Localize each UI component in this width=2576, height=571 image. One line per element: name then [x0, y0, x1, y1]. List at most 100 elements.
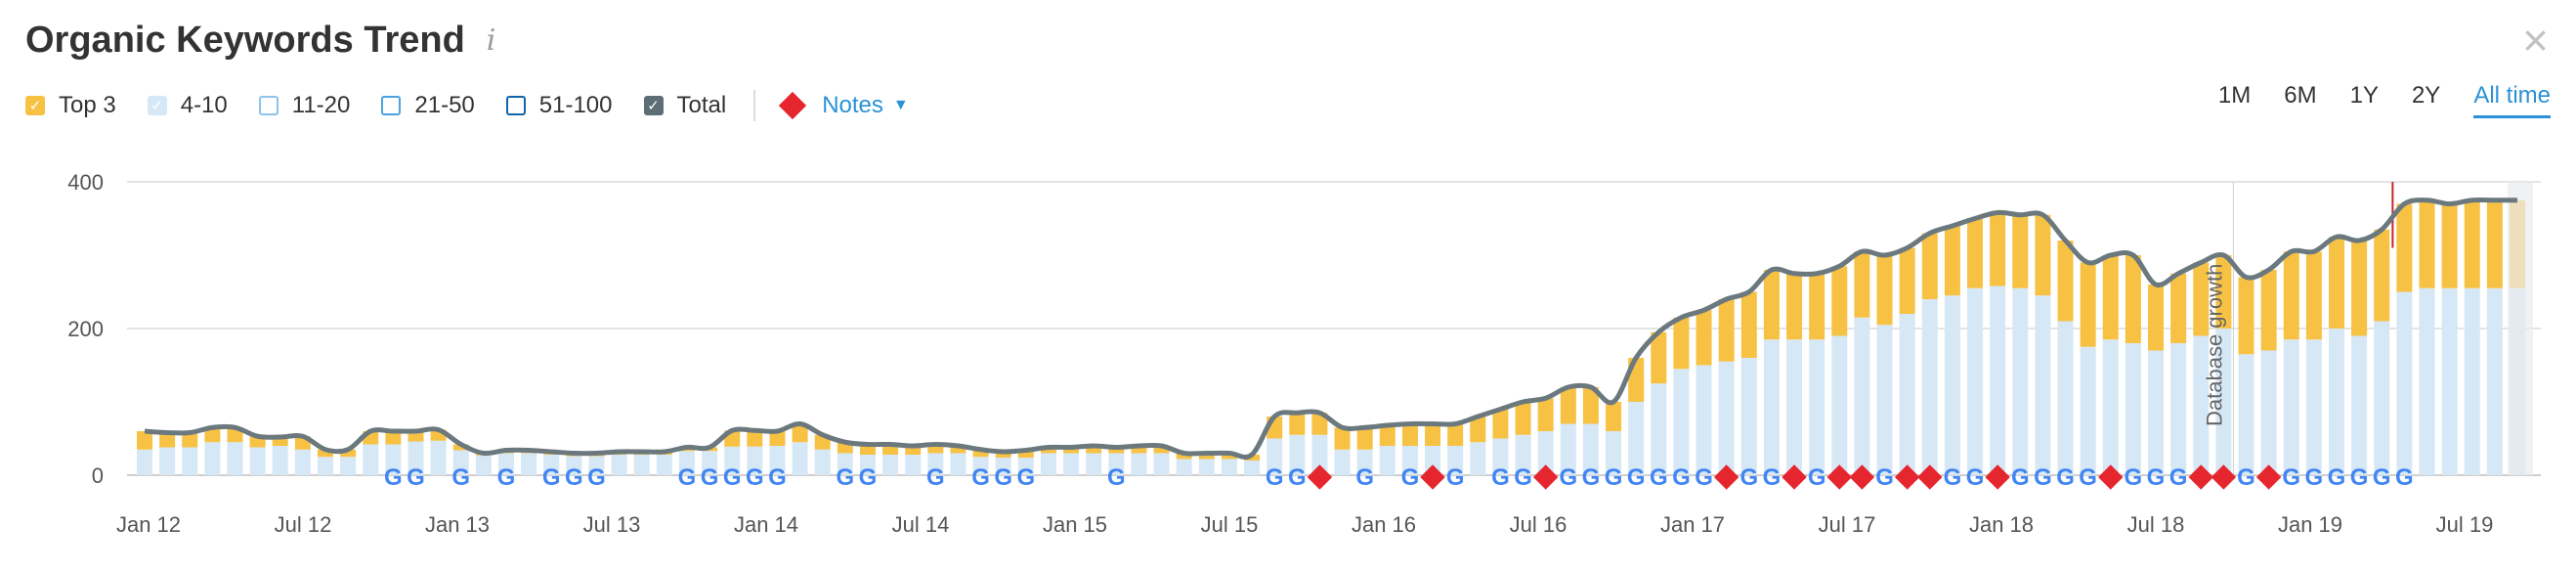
bar-top3 [2464, 199, 2480, 288]
info-icon[interactable]: i [486, 23, 496, 58]
bar-top3 [1763, 270, 1780, 340]
bar-top3 [1198, 453, 1215, 460]
legend-checkbox-icon[interactable] [258, 96, 279, 115]
x-tick-label: Jan 17 [1660, 512, 1725, 537]
google-update-icon: G [2305, 464, 2324, 491]
bar-top3 [2260, 270, 2277, 351]
google-update-icon: G [1559, 464, 1577, 491]
note-marker-icon [1532, 464, 1559, 490]
legend-label: 4-10 [180, 92, 228, 118]
legend-divider [753, 90, 756, 121]
legend-item-total[interactable]: ✓ Total [643, 92, 726, 119]
bar-4-10 [1651, 383, 1667, 475]
legend-checkbox-icon[interactable]: ✓ [147, 96, 167, 115]
bar-top3 [249, 436, 266, 448]
bar-top3 [1740, 291, 1757, 358]
google-update-icon: G [1763, 464, 1782, 491]
close-icon[interactable]: × [2522, 15, 2549, 66]
period-tab-6m[interactable]: 6M [2284, 82, 2317, 109]
bar-4-10 [1786, 339, 1803, 475]
legend-item-51-100[interactable]: 51-100 [505, 92, 613, 119]
google-update-icon: G [2147, 464, 2166, 491]
google-update-icon: G [746, 464, 764, 491]
google-update-icon: G [1627, 464, 1646, 491]
bar-top3 [2396, 203, 2413, 292]
bar-top3 [1673, 317, 1690, 370]
legend-checkbox-icon[interactable]: ✓ [25, 96, 45, 115]
google-update-icon: G [497, 464, 516, 491]
bar-4-10 [927, 453, 944, 475]
bar-4-10 [1809, 339, 1825, 475]
google-update-icon: G [407, 464, 425, 491]
period-tab-all-time[interactable]: All time [2473, 82, 2551, 118]
bar-4-10 [1379, 446, 1395, 475]
bar-4-10 [497, 453, 514, 475]
x-tick-label: Jul 14 [892, 512, 950, 537]
bar-4-10 [408, 441, 424, 475]
google-update-icon: G [1695, 464, 1713, 491]
legend-item-top-3[interactable]: ✓ Top 3 [25, 92, 116, 119]
google-update-icon: G [1966, 464, 1985, 491]
bar-4-10 [1017, 458, 1034, 475]
legend-item-4-10[interactable]: ✓ 4-10 [147, 92, 228, 119]
bar-4-10 [2035, 295, 2051, 475]
bar-4-10 [2305, 339, 2322, 475]
google-update-icon: G [926, 464, 945, 491]
bar-top3 [452, 444, 469, 451]
google-update-icon: G [1582, 464, 1601, 491]
bar-4-10 [1447, 446, 1464, 475]
bar-4-10 [1492, 438, 1509, 475]
bar-top3 [882, 444, 899, 455]
bar-4-10 [2102, 339, 2119, 475]
bar-4-10 [747, 446, 763, 475]
bar-top3 [2305, 251, 2322, 340]
google-update-icon: G [701, 464, 719, 491]
bar-4-10 [340, 457, 357, 475]
bar-4-10 [859, 455, 876, 475]
bar-top3 [2351, 241, 2368, 336]
bar-top3 [272, 437, 288, 446]
bar-top3 [340, 449, 357, 458]
bar-top3 [2419, 199, 2435, 288]
notes-dropdown[interactable]: Notes ▼ [779, 91, 909, 120]
note-marker-icon [1307, 464, 1333, 490]
period-tab-1m[interactable]: 1M [2217, 82, 2252, 109]
google-update-icon: G [1808, 464, 1826, 491]
bar-top3 [1289, 413, 1306, 435]
legend-checkbox-icon[interactable] [505, 96, 526, 115]
bar-4-10 [2238, 354, 2254, 475]
bar-4-10 [272, 446, 288, 475]
bar-4-10 [1289, 434, 1306, 475]
bar-top3 [792, 423, 808, 443]
google-update-icon: G [2350, 464, 2369, 491]
google-update-icon: G [837, 464, 855, 491]
bar-4-10 [2012, 287, 2029, 475]
bar-4-10 [475, 455, 492, 475]
period-tab-2y[interactable]: 2Y [2411, 82, 2441, 109]
x-tick-label: Jan 13 [425, 512, 490, 537]
bar-4-10 [1537, 431, 1554, 475]
bar-top3 [1967, 218, 1984, 288]
bar-4-10 [905, 455, 922, 475]
period-tab-1y[interactable]: 1Y [2349, 82, 2379, 109]
legend-item-11-20[interactable]: 11-20 [258, 92, 350, 119]
bar-top3 [2080, 262, 2096, 347]
bar-top3 [837, 442, 853, 454]
google-update-icon: G [1605, 464, 1623, 491]
bar-top3 [1131, 446, 1147, 454]
bar-top3 [2148, 285, 2165, 351]
legend-checkbox-icon[interactable] [381, 96, 402, 115]
bar-4-10 [2215, 329, 2232, 475]
bar-top3 [2441, 203, 2458, 288]
bar-top3 [182, 432, 198, 448]
legend-item-21-50[interactable]: 21-50 [381, 92, 475, 119]
bar-4-10 [1718, 361, 1735, 475]
bar-4-10 [2057, 321, 2074, 475]
legend-checkbox-icon[interactable]: ✓ [643, 96, 664, 115]
note-marker-icon [1849, 464, 1875, 490]
google-update-icon: G [2395, 464, 2414, 491]
bar-4-10 [1967, 287, 1984, 475]
bar-4-10 [724, 446, 741, 475]
bar-top3 [1492, 409, 1509, 439]
bar-top3 [1921, 233, 1938, 299]
